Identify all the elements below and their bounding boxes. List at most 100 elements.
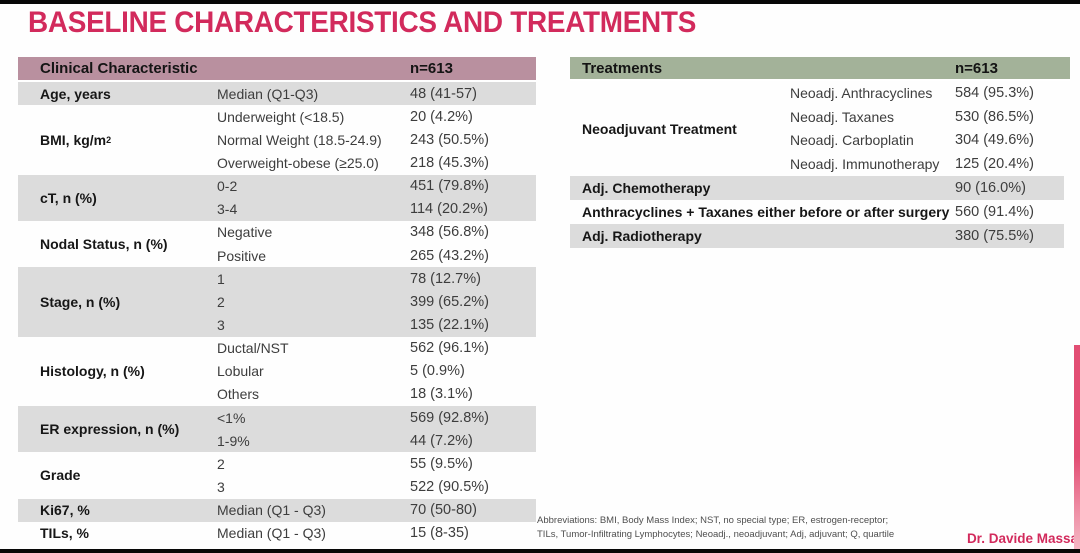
subcategory-label: Lobular (217, 363, 264, 380)
subcategory-label: 2 (217, 293, 225, 310)
slide-title: BASELINE CHARACTERISTICS AND TREATMENTS (28, 6, 697, 39)
subcategory-label: Neoadj. Immunotherapy (790, 156, 940, 173)
table-row: 3 135 (22.1%) (217, 313, 536, 336)
table-row: Negative 348 (56.8%) (217, 221, 536, 244)
table-row: 3-4 114 (20.2%) (217, 198, 536, 221)
subcategory-label: 1-9% (217, 432, 250, 449)
value-cell: 584 (95.3%) (955, 84, 1034, 101)
subcategory-label: 2 (217, 455, 225, 472)
row-anthracyclines-taxanes: Anthracyclines + Taxanes either before o… (570, 200, 1064, 224)
value-cell: 562 (96.1%) (410, 340, 489, 357)
table-row: 2 399 (65.2%) (217, 290, 536, 313)
label-text: Nodal Status, n (%) (40, 235, 168, 252)
subcategory-label: Negative (217, 224, 273, 241)
value-cell: 135 (22.1%) (410, 316, 489, 333)
row-adj-chemotherapy: Adj. Chemotherapy 90 (16.0%) (570, 176, 1064, 201)
characteristic-label: Grade (18, 452, 217, 498)
characteristic-label: ER expression, n (%) (18, 406, 217, 452)
label-text: BMI, kg/m (40, 131, 107, 148)
label-text: cT, n (%) (40, 189, 97, 206)
label-text: Age, years (40, 85, 111, 102)
row-group-age: Age, years Median (Q1-Q3) 48 (41-57) (18, 82, 536, 106)
characteristic-label: BMI, kg/m 2 (40, 131, 112, 148)
table-row: Others 18 (3.1%) (217, 383, 536, 406)
treatments-header-n: n=613 (955, 59, 998, 77)
value-cell: 348 (56.8%) (410, 224, 489, 241)
table-row: 3 522 (90.5%) (217, 475, 536, 498)
label-text: Histology, n (%) (40, 363, 145, 380)
table-row: Ductal/NST 562 (96.1%) (217, 337, 536, 360)
table-row: Lobular 5 (0.9%) (217, 360, 536, 383)
value-cell: 243 (50.5%) (410, 131, 489, 148)
value-cell: 569 (92.8%) (410, 409, 489, 426)
clinical-characteristics-table: Clinical Characteristic n=613 Age, years… (18, 57, 536, 545)
treatment-label: Adj. Chemotherapy (582, 180, 711, 197)
table-row: Normal Weight (18.5-24.9) 243 (50.5%) (217, 128, 536, 151)
table-row: Median (Q1-Q3) 48 (41-57) (217, 82, 536, 105)
value-cell: 218 (45.3%) (410, 154, 489, 171)
value-cell: 114 (20.2%) (410, 201, 488, 218)
table-row: 1-9% 44 (7.2%) (217, 429, 536, 452)
label-text: Grade (40, 467, 81, 484)
footnote-line: TILs, Tumor-Infiltrating Lymphocytes; Ne… (537, 528, 895, 540)
subcategory-label: Overweight-obese (≥25.0) (217, 154, 379, 171)
table-row: Positive 265 (43.2%) (217, 244, 536, 267)
label-text: Neoadjuvant Treatment (582, 120, 737, 137)
row-group-er-expression: ER expression, n (%) <1% 569 (92.8%) 1-9… (18, 405, 536, 453)
subcategory-label: Neoadj. Carboplatin (790, 132, 914, 149)
subcategory-label: Median (Q1 - Q3) (217, 525, 326, 542)
value-cell: 5 (0.9%) (410, 363, 465, 380)
row-group-histology: Histology, n (%) Ductal/NST 562 (96.1%) … (18, 337, 536, 406)
subcategory-label: Ductal/NST (217, 340, 289, 357)
value-cell: 18 (3.1%) (410, 386, 473, 403)
value-cell: 55 (9.5%) (410, 455, 473, 472)
table-row: 0-2 451 (79.8%) (217, 175, 536, 198)
table-row: Neoadj. Anthracyclines 584 (95.3%) (790, 81, 1064, 105)
label-text: ER expression, n (%) (40, 421, 180, 438)
row-group-bmi: BMI, kg/m 2 Underweight (<18.5) 20 (4.2%)… (18, 105, 536, 174)
subcategory-label: 3 (217, 316, 225, 333)
treatments-table-header: Treatments n=613 (570, 57, 1070, 81)
table-row: <1% 569 (92.8%) (217, 406, 536, 429)
table-row: Neoadj. Immunotherapy 125 (20.4%) (790, 152, 1064, 176)
value-cell: 15 (8-35) (410, 525, 469, 542)
subcategory-label: Neoadj. Taxanes (790, 108, 895, 125)
value-cell: 78 (12.7%) (410, 270, 481, 287)
subcategory-label: Neoadj. Anthracyclines (790, 84, 933, 101)
right-edge-accent-strip (1074, 345, 1080, 549)
row-adj-radiotherapy: Adj. Radiotherapy 380 (75.5%) (570, 224, 1064, 249)
value-cell: 48 (41-57) (410, 85, 477, 102)
value-cell: 522 (90.5%) (410, 478, 489, 495)
treatment-group-label: Neoadjuvant Treatment (570, 81, 790, 176)
row-group-tils: TILs, % Median (Q1 - Q3) 15 (8-35) (18, 522, 536, 545)
row-group-grade: Grade 2 55 (9.5%) 3 522 (90.5%) (18, 452, 536, 498)
value-cell: 451 (79.8%) (410, 178, 489, 195)
value-cell: 560 (91.4%) (955, 204, 1034, 221)
subcategory-label: Normal Weight (18.5-24.9) (217, 131, 382, 148)
row-group-stage: Stage, n (%) 1 78 (12.7%) 2 399 (65.2%) … (18, 267, 536, 337)
treatment-label: Adj. Radiotherapy (582, 228, 702, 245)
abbreviations-footnote: Abbreviations: BMI, Body Mass Index; NST… (537, 514, 957, 541)
characteristic-label: cT, n (%) (18, 175, 217, 221)
value-cell: 44 (7.2%) (410, 432, 473, 449)
value-cell: 90 (16.0%) (955, 180, 1026, 197)
label-text: Stage, n (%) (40, 293, 121, 310)
subcategory-label: Positive (217, 247, 267, 264)
subcategory-label: <1% (217, 409, 246, 426)
subcategory-label: 1 (217, 270, 225, 287)
row-group-neoadjuvant: Neoadjuvant Treatment Neoadj. Anthracycl… (570, 81, 1064, 176)
characteristic-label: Nodal Status, n (%) (18, 221, 217, 267)
subcategory-label: 3 (217, 478, 225, 495)
clinical-header-label: Clinical Characteristic (40, 60, 198, 77)
value-cell: 70 (50-80) (410, 502, 477, 519)
label-text: Ki67, % (40, 502, 90, 519)
bottom-edge-bar (0, 549, 1080, 553)
treatments-table: Treatments n=613 Neoadjuvant Treatment N… (570, 57, 1070, 249)
row-group-nodal-status: Nodal Status, n (%) Negative 348 (56.8%)… (18, 221, 536, 267)
characteristic-label: Stage, n (%) (18, 267, 217, 336)
value-cell: 304 (49.6%) (955, 132, 1034, 149)
table-row: Neoadj. Taxanes 530 (86.5%) (790, 105, 1064, 129)
subcategory-label: Median (Q1 - Q3) (217, 502, 326, 519)
row-group-ct: cT, n (%) 0-2 451 (79.8%) 3-4 114 (20.2%… (18, 174, 536, 221)
table-row: 2 55 (9.5%) (217, 452, 536, 475)
